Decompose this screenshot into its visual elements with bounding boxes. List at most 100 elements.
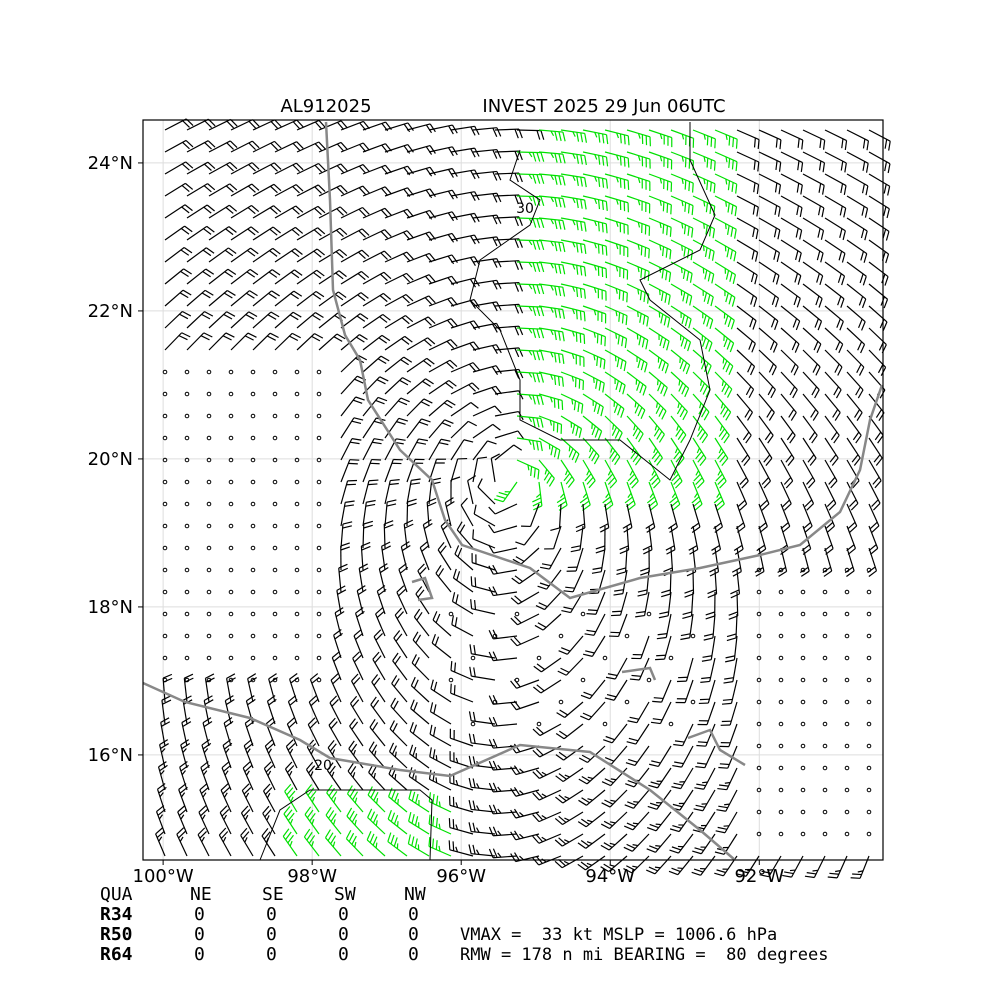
calm-marker xyxy=(449,612,453,616)
barb-feather xyxy=(592,453,597,461)
barb-feather xyxy=(412,837,414,846)
barb-feather xyxy=(290,315,298,320)
barb-feather xyxy=(726,179,727,184)
barb-feather xyxy=(669,527,677,532)
barb-feather xyxy=(577,221,578,230)
barb-feather xyxy=(648,806,657,809)
barb-feather xyxy=(396,422,405,425)
barb-feather xyxy=(703,338,706,347)
table-header: NW xyxy=(404,884,426,905)
barb-feather xyxy=(885,162,887,171)
barb-feather xyxy=(223,837,225,842)
barb-feather xyxy=(378,397,387,400)
barb-feather xyxy=(538,470,539,479)
barb-feather xyxy=(884,299,887,308)
barb-feather xyxy=(623,385,625,394)
barb-feather xyxy=(392,675,397,683)
barb-feather xyxy=(203,229,211,235)
barb-feather xyxy=(845,163,846,172)
barb-feather xyxy=(790,387,795,395)
barb-feather xyxy=(499,492,508,495)
barb-feather xyxy=(533,373,535,382)
barb-feather xyxy=(183,748,187,752)
barb-feather xyxy=(647,849,656,853)
barb-feather xyxy=(680,638,689,640)
barb-feather xyxy=(411,479,420,480)
barb-feather xyxy=(519,348,523,357)
barb-feather xyxy=(426,212,432,220)
calm-marker xyxy=(471,722,475,726)
barb-feather xyxy=(578,800,586,805)
barb-feather xyxy=(678,868,683,869)
calm-marker xyxy=(537,656,541,660)
barb-feather xyxy=(532,498,541,502)
barb-feather xyxy=(581,177,583,186)
barb-feather xyxy=(707,158,708,167)
barb-feather xyxy=(884,184,886,193)
barb-feather xyxy=(581,222,582,231)
barb-feather xyxy=(555,264,557,273)
barb-feather xyxy=(633,823,638,824)
barb-feather xyxy=(669,273,670,282)
barb-feather xyxy=(715,139,716,148)
barb-feather xyxy=(586,614,595,615)
barb-feather xyxy=(315,313,323,318)
barb-feather xyxy=(511,788,516,796)
barb-feather xyxy=(564,818,569,820)
barb-feather xyxy=(412,654,416,662)
barb-feather xyxy=(732,297,735,306)
barb-feather xyxy=(519,812,523,816)
barb-feather xyxy=(659,612,668,614)
barb-feather xyxy=(579,758,587,762)
calm-marker xyxy=(185,634,189,638)
barb-feather xyxy=(831,432,836,440)
barb-feather xyxy=(668,318,670,327)
barb-feather xyxy=(581,266,582,275)
calm-marker xyxy=(207,524,211,528)
calm-marker xyxy=(273,656,277,660)
barb-feather xyxy=(749,389,753,397)
barb-feather xyxy=(726,270,728,279)
barb-feather xyxy=(541,396,543,405)
barb-feather xyxy=(391,835,394,844)
barb-feather xyxy=(537,441,539,450)
calm-marker xyxy=(779,634,783,638)
barb-feather xyxy=(815,390,820,398)
barb-feather xyxy=(729,136,730,145)
barb-feather xyxy=(648,785,657,788)
barb-feather xyxy=(390,720,394,728)
barb-feather xyxy=(225,272,233,277)
barb-feather xyxy=(180,293,188,298)
barb-feather xyxy=(704,246,705,251)
barb-feather xyxy=(201,336,210,340)
barb-feather xyxy=(861,251,864,260)
barb-feather xyxy=(493,717,497,726)
barb-feather xyxy=(419,439,428,441)
barb-feather xyxy=(756,571,764,576)
barb-feather xyxy=(601,824,609,828)
calm-marker xyxy=(185,524,189,528)
barb-feather xyxy=(755,138,756,147)
barb-feather xyxy=(688,226,689,235)
barb-feather xyxy=(575,454,579,463)
barb-feather xyxy=(817,273,820,282)
barb-feather xyxy=(614,590,623,591)
barb-feather xyxy=(813,364,817,373)
barb-feather xyxy=(185,226,193,232)
barb-shaft xyxy=(495,431,518,438)
barb-feather xyxy=(498,765,501,769)
barb-feather xyxy=(657,638,666,639)
barb-feather xyxy=(611,779,616,780)
barb-feather xyxy=(204,333,213,337)
barb-feather xyxy=(226,333,235,337)
barb-feather xyxy=(379,564,387,569)
barb-feather xyxy=(348,463,357,464)
barb-feather xyxy=(408,499,417,502)
calm-marker xyxy=(471,656,475,660)
barb-feather xyxy=(699,426,701,431)
barb-feather xyxy=(404,357,412,362)
calm-marker xyxy=(581,678,585,682)
barb-feather xyxy=(371,812,375,821)
barb-feather xyxy=(556,734,564,739)
barb-feather xyxy=(746,386,750,394)
